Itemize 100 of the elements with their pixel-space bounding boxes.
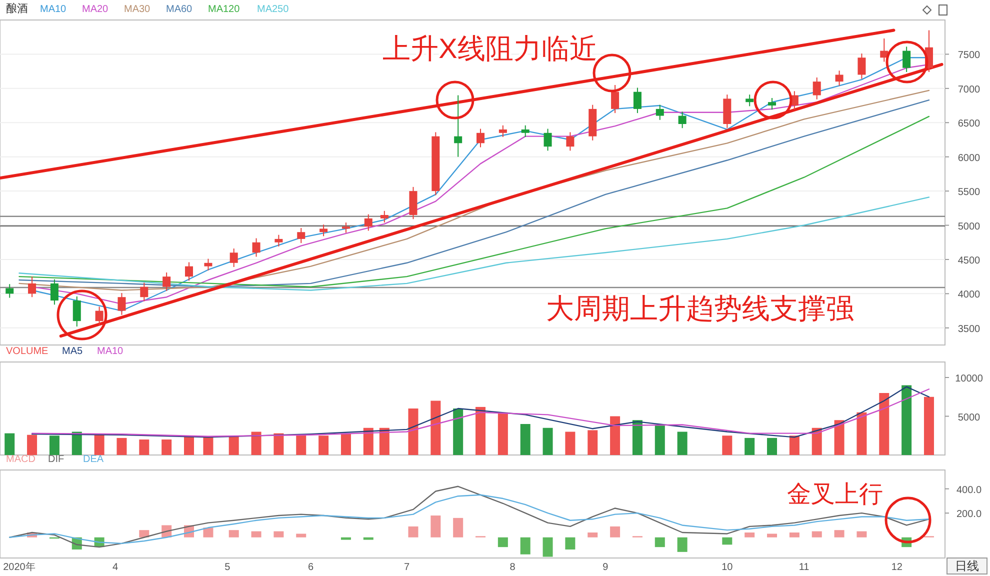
candlestick — [454, 94, 462, 158]
x-tick-label: 8 — [510, 562, 516, 573]
bar — [430, 516, 441, 538]
bar — [408, 526, 418, 538]
bar — [162, 440, 172, 455]
candlestick — [72, 296, 81, 328]
text: VOLUME — [6, 346, 49, 357]
text: MA10 — [97, 346, 124, 357]
y-tick-label: 3500 — [958, 324, 981, 335]
bar — [789, 436, 800, 455]
candlestick — [364, 214, 372, 232]
y-tick-label: 6500 — [958, 118, 981, 130]
text: MA20 — [82, 4, 109, 15]
text: DEA — [83, 454, 104, 465]
bar — [72, 432, 82, 455]
annotation: 大周期上升趋势线支撑强 — [546, 293, 854, 324]
candlestick — [230, 248, 238, 268]
candlestick — [118, 292, 126, 316]
bar — [340, 433, 351, 455]
candlestick — [521, 124, 530, 138]
bar — [228, 530, 239, 538]
bar — [879, 393, 890, 455]
bar — [722, 537, 732, 545]
bar — [498, 412, 508, 455]
candlestick — [320, 224, 328, 237]
bar — [318, 436, 329, 455]
bar — [610, 526, 620, 538]
bar — [49, 436, 60, 455]
x-tick-label: 10 — [722, 562, 734, 573]
bar — [834, 530, 844, 538]
text: 日线 — [955, 559, 979, 573]
bar — [588, 532, 598, 538]
bar — [812, 428, 822, 455]
x-tick-label: 9 — [602, 562, 609, 573]
bar — [856, 531, 867, 538]
bar — [542, 428, 553, 455]
bar — [812, 531, 822, 538]
candlestick — [678, 111, 686, 129]
bar — [722, 436, 732, 455]
x-tick-label: 4 — [112, 562, 119, 573]
bar — [203, 436, 214, 455]
bar — [610, 416, 620, 455]
bar — [453, 518, 464, 538]
bar — [789, 532, 800, 538]
candlestick — [768, 98, 776, 110]
x-tick-label: 11 — [798, 562, 810, 573]
bar — [498, 537, 508, 548]
candlestick — [50, 278, 58, 306]
y-tick-label: 200.0 — [956, 509, 982, 520]
bar — [924, 396, 934, 455]
y-tick-label: 7000 — [958, 84, 981, 96]
y-tick-label: 4500 — [958, 255, 981, 266]
bar — [27, 434, 38, 455]
bar — [632, 420, 642, 455]
y-tick-label: 5000 — [958, 221, 981, 232]
text: MA10 — [40, 4, 67, 15]
candlestick — [566, 132, 574, 152]
bar — [677, 432, 688, 455]
bar — [203, 528, 214, 538]
bar — [565, 432, 576, 455]
candlestick — [140, 282, 148, 302]
bar — [251, 432, 262, 455]
candlestick — [858, 53, 866, 80]
y-tick-label: 5500 — [958, 187, 981, 198]
bar — [677, 537, 688, 552]
bar — [116, 438, 127, 455]
bar — [744, 438, 755, 455]
y-tick-label: 4000 — [958, 290, 981, 301]
x-tick-label: 5 — [224, 562, 231, 573]
candlestick — [544, 128, 552, 152]
x-tick-label: 2020年 — [3, 561, 36, 573]
bar — [274, 531, 284, 538]
bar — [408, 408, 418, 455]
x-tick-label: 6 — [308, 562, 314, 573]
text: MA60 — [166, 4, 193, 15]
x-tick-label: 12 — [891, 562, 903, 573]
bar — [834, 420, 844, 455]
bar — [139, 440, 150, 455]
bar — [430, 400, 441, 455]
text: MA5 — [62, 346, 83, 357]
bar — [542, 537, 553, 557]
annotation: 上升X线阻力临近 — [382, 33, 598, 64]
text: MA30 — [124, 4, 151, 15]
bar — [184, 436, 194, 455]
text: MA250 — [257, 4, 290, 15]
candlestick — [297, 228, 306, 244]
candlestick — [476, 128, 485, 148]
y-tick-label: 400.0 — [956, 484, 982, 496]
candlestick — [902, 46, 911, 72]
candlestick — [498, 124, 507, 138]
bar — [274, 433, 284, 455]
y-tick-label: 6000 — [958, 152, 981, 164]
bar — [296, 534, 306, 538]
candlestick — [185, 262, 193, 282]
bar — [520, 537, 530, 554]
bar — [654, 537, 665, 548]
candlestick — [835, 70, 844, 86]
bar — [340, 537, 351, 540]
candlestick — [274, 234, 283, 247]
candlestick — [812, 76, 821, 100]
